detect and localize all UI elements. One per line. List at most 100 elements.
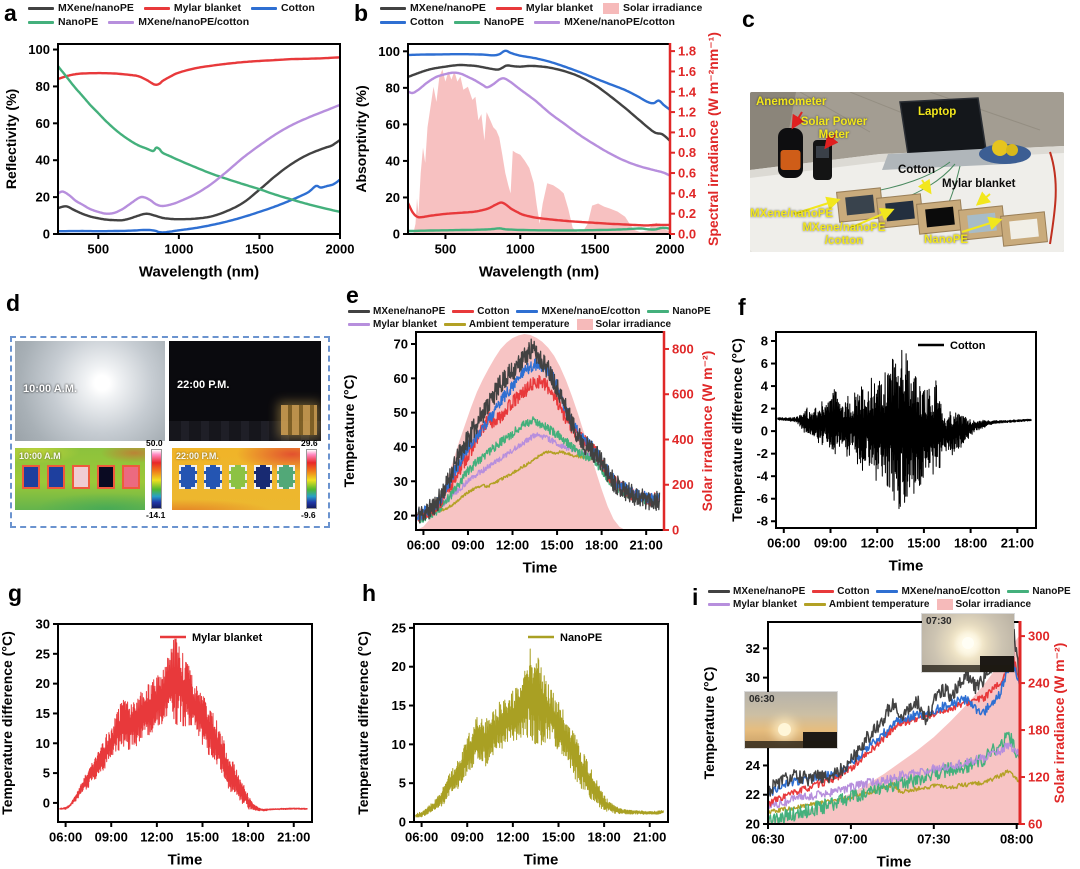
legend-row: Mylar blanket Ambient temperature Solar ir… xyxy=(708,599,1071,610)
svg-text:18:00: 18:00 xyxy=(231,830,264,845)
svg-text:5: 5 xyxy=(399,776,406,791)
svg-text:Time: Time xyxy=(523,559,558,576)
legend-item: MXene/nanoPE xyxy=(380,2,486,14)
legend-item: Ambient temperature xyxy=(803,599,930,610)
lit-towers xyxy=(281,405,317,435)
svg-text:60: 60 xyxy=(394,371,408,386)
svg-text:NanoPE: NanoPE xyxy=(560,632,602,644)
cotton-temp-difference-chart: 06:00 09:00 12:00 15:00 18:00 21:00 -8 -6 -4 -2 0 2… xyxy=(729,331,1037,574)
svg-text:80: 80 xyxy=(386,80,400,95)
legend-i: MXene/nanoPE Cotton MXene/nanoE/cotton Nano… xyxy=(708,586,1071,610)
svg-text:1000: 1000 xyxy=(164,242,193,257)
legend-row: MXene/nanoPE Cotton MXene/nanoE/cotton Nano… xyxy=(708,586,1071,597)
svg-text:09:00: 09:00 xyxy=(95,830,128,845)
svg-text:800: 800 xyxy=(672,341,694,356)
thermal-image-night: 22:00 P.M. xyxy=(172,448,300,510)
panel-d: d 10:00 A.M. 22:00 P.M. 10:00 A.M 50.0 xyxy=(0,290,336,582)
svg-text:Solar irradiance (W m⁻²): Solar irradiance (W m⁻²) xyxy=(699,351,715,512)
sun-icon xyxy=(778,723,792,737)
panel-i: i MXene/nanoPE Cotton MXene/nanoE/cotton Na… xyxy=(690,580,1080,869)
sun-icon xyxy=(962,637,975,650)
svg-text:0: 0 xyxy=(43,227,50,242)
colorbar-gradient xyxy=(306,449,317,509)
legend-line-swatch xyxy=(143,6,170,10)
panel-b: b MXene/nanoPE Mylar blanket Solar irradia… xyxy=(352,0,736,288)
svg-text:30: 30 xyxy=(746,670,760,685)
legend-label: MXene/nanoPE xyxy=(733,586,806,597)
svg-text:Temperature (°C): Temperature (°C) xyxy=(341,375,357,488)
svg-text:30: 30 xyxy=(36,617,50,632)
laptop-label: Laptop xyxy=(918,106,957,118)
legend-line-swatch xyxy=(108,20,135,24)
svg-text:20: 20 xyxy=(36,676,50,691)
svg-text:25: 25 xyxy=(392,620,406,635)
svg-text:06:00: 06:00 xyxy=(405,830,438,845)
svg-text:-8: -8 xyxy=(756,514,768,529)
thermal-day-scale-max: 50.0 xyxy=(146,438,163,448)
legend-label: Solar irradiance xyxy=(955,599,1032,610)
panel-g: g 06:00 09:00 12:00 15:00 18:00 21:00 0 5 10 15 20… xyxy=(0,582,356,869)
svg-text:50: 50 xyxy=(394,405,408,420)
legend-label: NanoPE xyxy=(58,16,99,28)
svg-text:12:00: 12:00 xyxy=(496,538,529,553)
legend-item: Solar irradiance xyxy=(602,2,702,14)
svg-text:25: 25 xyxy=(36,646,50,661)
nanope-label: NanoPE xyxy=(924,234,969,246)
svg-text:08:00: 08:00 xyxy=(1000,832,1033,847)
legend-label: MXene/nanoPE xyxy=(58,2,134,14)
svg-text:1.6: 1.6 xyxy=(678,64,696,79)
mxene-nanope-cotton-label: MXene/nanoPE /cotton xyxy=(802,222,886,248)
svg-text:120: 120 xyxy=(1028,770,1050,785)
legend-item: NanoPE xyxy=(1007,586,1071,597)
legend-label: Ambient temperature xyxy=(828,599,930,610)
absorptivity-chart: 500 1000 1500 2000 0 20 40 60 80 100 0.0 0.2 0.4 0.6 0… xyxy=(353,32,721,280)
svg-text:09:00: 09:00 xyxy=(451,830,484,845)
svg-text:06:30: 06:30 xyxy=(751,832,784,847)
legend-item: MXene/nanoPE xyxy=(348,306,445,317)
svg-text:-6: -6 xyxy=(756,491,768,506)
legend-line-swatch xyxy=(348,323,370,326)
mylar-temp-difference-chart: 06:00 09:00 12:00 15:00 18:00 21:00 0 5 10 15 20 25… xyxy=(0,617,313,868)
legend-label: Mylar blanket xyxy=(173,2,241,14)
svg-text:0: 0 xyxy=(672,523,679,538)
svg-text:600: 600 xyxy=(672,387,694,402)
svg-text:Temperature difference (°C): Temperature difference (°C) xyxy=(355,631,371,815)
panel-f-label: f xyxy=(738,294,746,320)
legend-row: Cotton NanoPE MXene/nanoPE/cotton xyxy=(380,16,702,28)
legend-line-swatch xyxy=(1007,590,1030,593)
svg-text:500: 500 xyxy=(435,242,457,257)
svg-text:15:00: 15:00 xyxy=(540,538,573,553)
svg-text:15: 15 xyxy=(36,706,50,721)
svg-text:200: 200 xyxy=(672,477,694,492)
panel-a: a MXene/nanoPE Mylar blanket Cotton NanoPE M… xyxy=(0,0,354,288)
legend-item: NanoPE xyxy=(28,16,98,28)
svg-text:09:00: 09:00 xyxy=(814,536,847,551)
svg-text:21:00: 21:00 xyxy=(1001,536,1034,551)
panel-b-label: b xyxy=(354,0,369,26)
inset-0730-time: 07:30 xyxy=(926,616,952,627)
legend-item: Mylar blanket xyxy=(143,2,241,14)
svg-text:Mylar blanket: Mylar blanket xyxy=(192,632,263,644)
legend-line-swatch xyxy=(708,603,730,606)
thermal-day-time: 10:00 A.M xyxy=(19,451,61,461)
svg-text:12:00: 12:00 xyxy=(861,536,894,551)
thermal-night-time: 22:00 P.M. xyxy=(176,451,219,461)
morning-sun-inset-photo: 07:30 xyxy=(922,614,1014,672)
svg-text:18:00: 18:00 xyxy=(585,538,618,553)
svg-text:Temperature difference (°C): Temperature difference (°C) xyxy=(729,338,745,522)
svg-text:15:00: 15:00 xyxy=(186,830,219,845)
panel-i-label: i xyxy=(692,584,699,610)
svg-text:07:00: 07:00 xyxy=(834,832,867,847)
panel-h: h 06:00 09:00 12:00 15:00 18:00 21:00 0 5 10 15 20… xyxy=(355,582,712,869)
legend-line-swatch xyxy=(803,603,826,606)
svg-text:0.8: 0.8 xyxy=(678,145,696,160)
legend-line-swatch xyxy=(812,590,835,593)
legend-item: Solar irradiance xyxy=(576,319,671,330)
legend-label: Cotton xyxy=(477,306,510,317)
svg-text:40: 40 xyxy=(386,153,400,168)
day-photo-time: 10:00 A.M. xyxy=(23,383,78,395)
legend-label: MXene/nanoPE xyxy=(410,2,486,14)
legend-line-swatch xyxy=(647,310,670,313)
panel-a-label: a xyxy=(4,0,17,26)
legend-a: MXene/nanoPE Mylar blanket Cotton NanoPE MXe… xyxy=(28,2,315,28)
